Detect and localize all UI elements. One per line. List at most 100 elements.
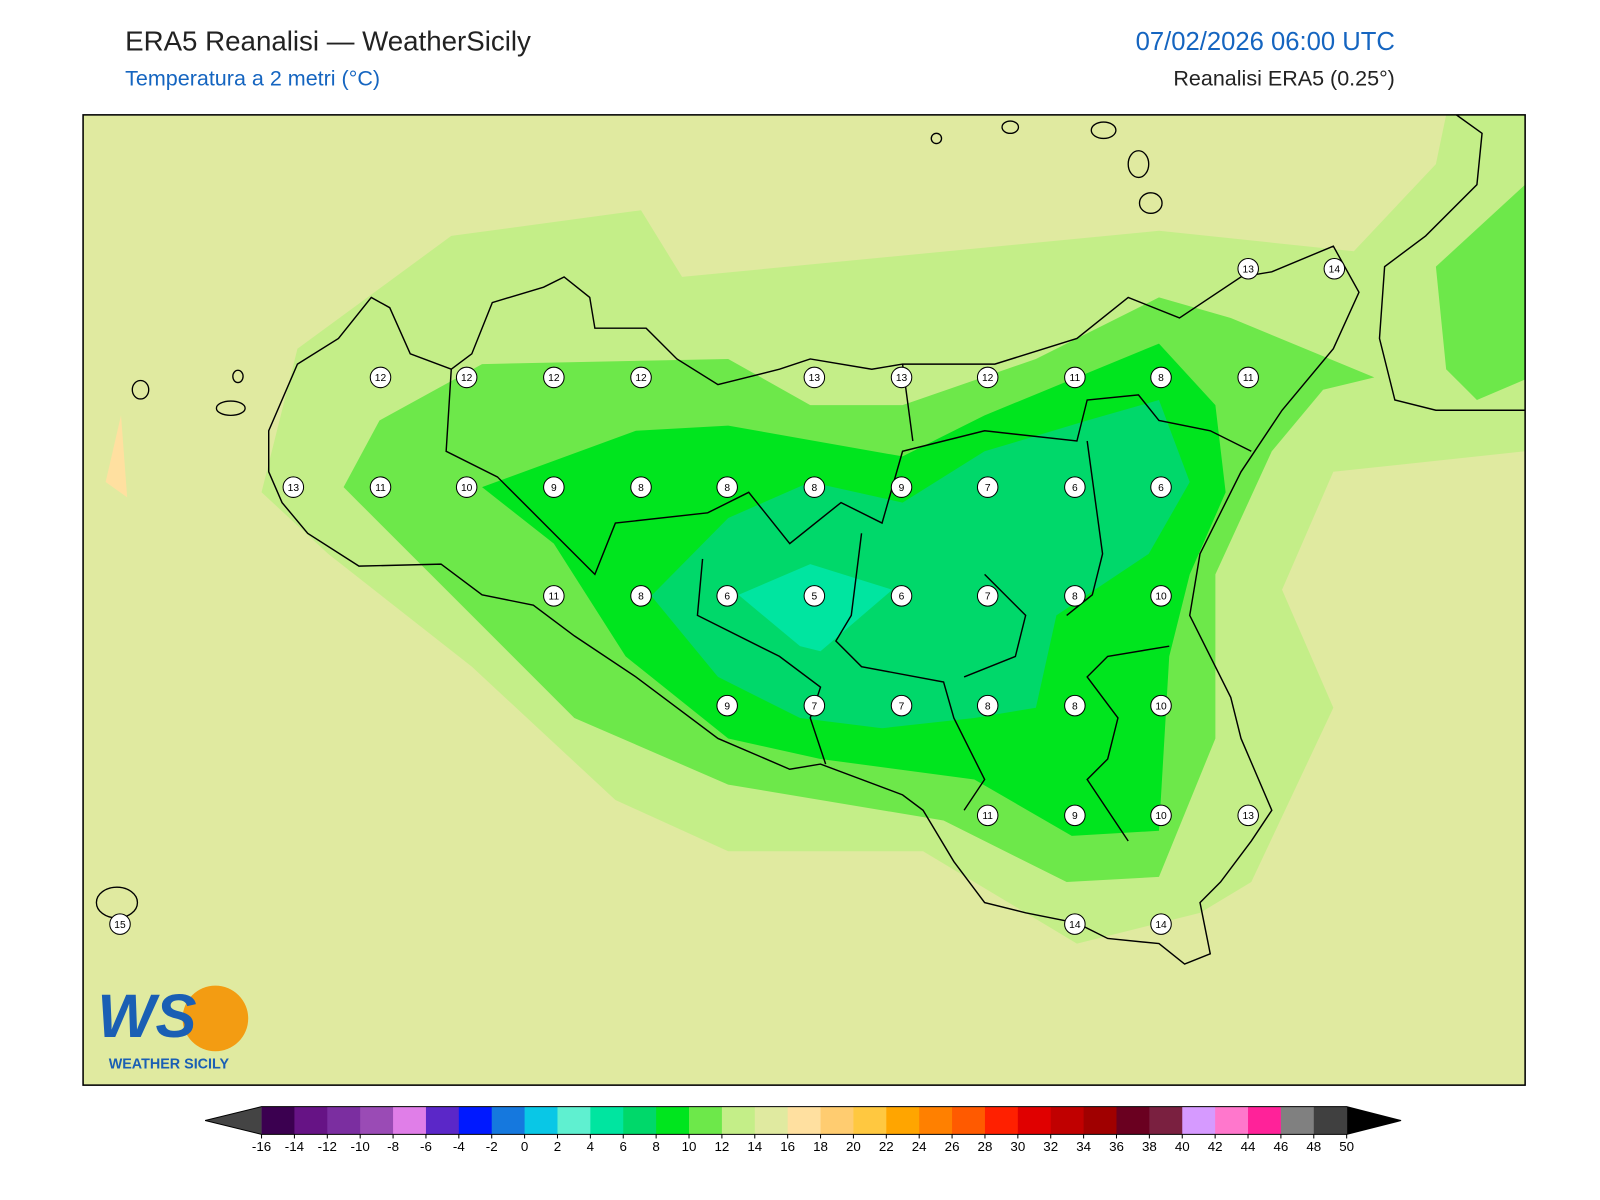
colorbar-bin [557, 1106, 591, 1135]
station-value: 8 [638, 592, 644, 603]
colorbar-tick-label: 8 [652, 1139, 659, 1154]
station-marker [803, 366, 826, 389]
colorbar-tick-label: 38 [1142, 1139, 1157, 1154]
colorbar-bin [1116, 1106, 1150, 1135]
station-value: 14 [1329, 264, 1341, 275]
station-marker [716, 694, 738, 717]
station-value: 12 [375, 373, 387, 384]
station-marker [369, 366, 392, 389]
station-marker [630, 476, 652, 498]
colorbar-bin [1280, 1106, 1315, 1135]
station-value: 6 [899, 592, 905, 603]
colorbar-bin [754, 1106, 789, 1135]
colorbar-tick-label: 26 [945, 1139, 960, 1154]
station-marker [976, 804, 999, 827]
station-marker [630, 366, 652, 389]
title: ERA5 Reanalisi — WeatherSicily [125, 25, 531, 56]
field-contour [651, 400, 1190, 729]
colorbar-bin [393, 1106, 427, 1135]
station-marker [803, 585, 826, 607]
field-contour [1435, 184, 1526, 400]
station-value: 13 [896, 373, 908, 384]
station-marker [1150, 694, 1172, 717]
station-marker [1150, 476, 1172, 498]
colorbar-tick-label: 34 [1076, 1139, 1091, 1154]
colorbar-bin [623, 1106, 657, 1135]
station-value: 13 [288, 483, 300, 494]
station-marker [1064, 913, 1086, 935]
colorbar-bin [1050, 1106, 1085, 1135]
station-value: 8 [1158, 373, 1164, 384]
colorbar-over [1346, 1106, 1402, 1135]
colorbar-bin [1083, 1106, 1118, 1135]
colorbar-bin [360, 1106, 394, 1135]
colorbar-tick-label: 30 [1010, 1139, 1025, 1154]
colorbar-tick-label: 2 [554, 1139, 561, 1154]
map-field: 13 14 12 12 12 12 13 13 12 11 8 11 13 11 10 9 8 8 8 9 7 6 6 11 8… [83, 114, 1526, 1086]
station-value: 8 [638, 483, 644, 494]
station-value: 14 [1155, 920, 1167, 931]
colorbar-tick-label: 36 [1109, 1139, 1124, 1154]
colorbar-bin [1215, 1106, 1249, 1135]
field-contour [105, 415, 128, 498]
source: Reanalisi ERA5 (0.25°) [1173, 67, 1394, 91]
colorbar-bin [1017, 1106, 1052, 1135]
station-marker [890, 694, 913, 717]
station-marker [1064, 585, 1086, 607]
station-marker [1150, 804, 1172, 827]
colorbar-tick-label: 46 [1273, 1139, 1288, 1154]
province-border [445, 369, 1252, 576]
station-marker [976, 694, 999, 717]
colorbar-bin [721, 1106, 756, 1135]
colorbar-bin [689, 1106, 723, 1135]
colorbar-under [205, 1106, 262, 1135]
colorbar-tick-label: 14 [747, 1139, 762, 1154]
station-value: 6 [1158, 483, 1164, 494]
station-value: 10 [461, 483, 473, 494]
station-marker [803, 476, 826, 498]
station-value: 7 [985, 592, 991, 603]
station-marker [543, 366, 565, 389]
colorbar-bin [820, 1106, 854, 1135]
station-marker [1237, 804, 1259, 827]
colorbar-tick-label: 6 [620, 1139, 627, 1154]
station-marker [1064, 366, 1086, 389]
station-marker [1064, 476, 1086, 498]
map-frame [82, 114, 1526, 1086]
datetime: 07/02/2026 06:00 UTC [1136, 28, 1395, 56]
station-marker [109, 913, 131, 935]
station-marker [1150, 913, 1172, 935]
station-value: 6 [724, 592, 730, 603]
station-value: 8 [1072, 592, 1078, 603]
station-value: 11 [549, 592, 560, 603]
station-value: 9 [724, 701, 730, 712]
station-marker [890, 366, 913, 389]
colorbar-tick-label: 20 [846, 1139, 861, 1154]
colorbar-tick-label: -12 [318, 1139, 337, 1154]
logo: WS WEATHER SICILY [97, 982, 249, 1072]
colorbar-tick-label: 0 [521, 1139, 528, 1154]
station-marker [369, 476, 392, 498]
station-value: 7 [985, 483, 991, 494]
station-marker [976, 476, 999, 498]
station-marker [890, 585, 913, 607]
colorbar-tick-label: -10 [351, 1139, 370, 1154]
station-value: 8 [985, 701, 991, 712]
station-marker [1237, 366, 1259, 389]
station-value: 9 [1072, 811, 1078, 822]
colorbar-tick-label: -16 [252, 1139, 271, 1154]
colorbar-bin [1313, 1106, 1348, 1135]
colorbar-bin [327, 1106, 361, 1135]
station-value: 9 [551, 483, 557, 494]
station-value: 11 [375, 483, 386, 494]
logo-text: WEATHER SICILY [109, 1056, 230, 1072]
station-value: 12 [548, 373, 560, 384]
colorbar-bin [524, 1106, 558, 1135]
station-marker [543, 476, 565, 498]
colorbar-bin [1149, 1106, 1183, 1135]
colorbar-tick-label: 48 [1306, 1139, 1321, 1154]
station-value: 11 [1243, 373, 1254, 384]
colorbar-tick-label: 40 [1175, 1139, 1190, 1154]
station-marker [976, 585, 999, 607]
station-value: 7 [899, 701, 905, 712]
